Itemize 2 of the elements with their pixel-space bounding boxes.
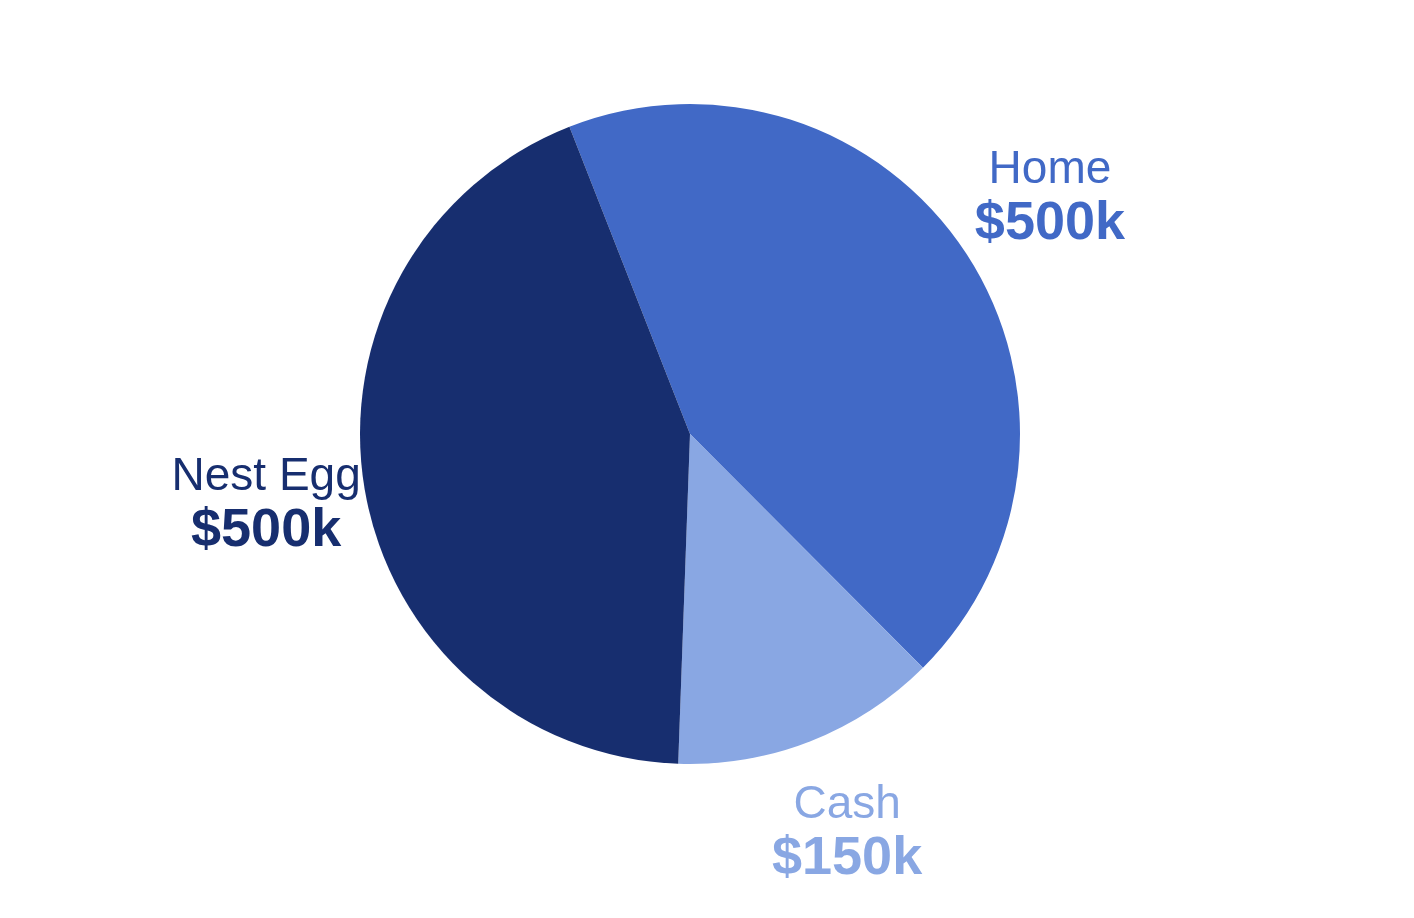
pie-slice	[360, 126, 690, 764]
pie-slice	[678, 434, 923, 764]
